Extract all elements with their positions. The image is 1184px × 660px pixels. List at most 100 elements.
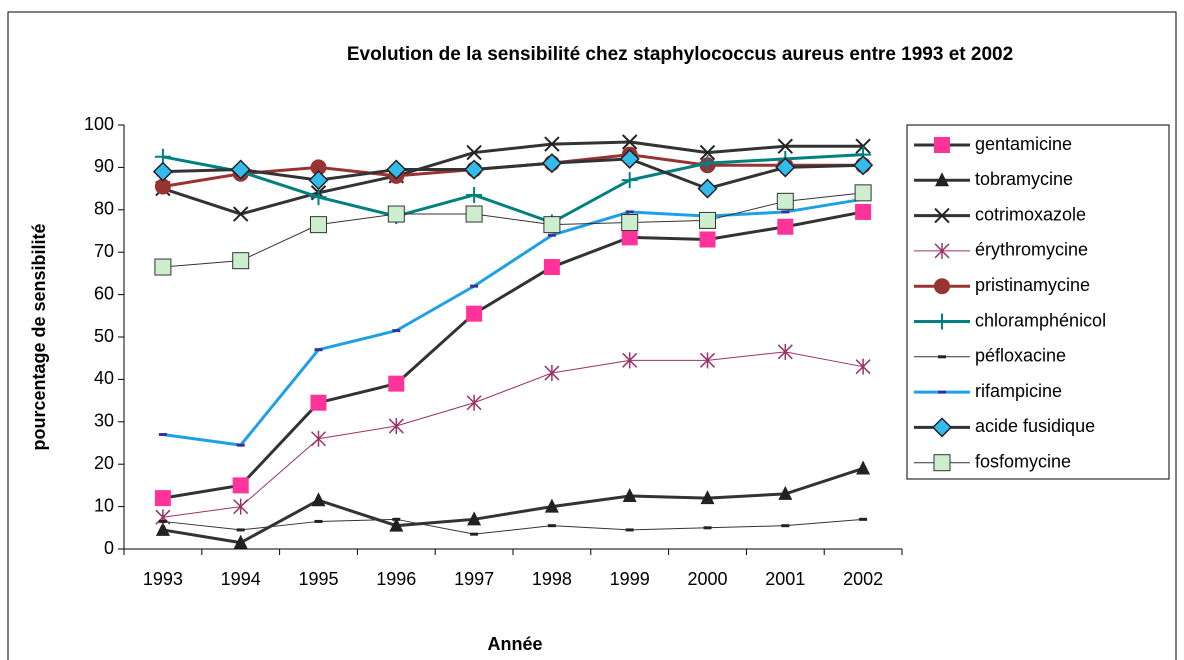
marker [152,161,173,182]
marker [622,488,637,502]
marker [699,231,716,248]
x-tick-label: 1998 [532,569,572,589]
marker [777,138,794,154]
y-tick-label: 10 [94,495,114,515]
chart-title: Evolution de la sensibilité chez staphyl… [347,44,1013,65]
marker [310,189,327,206]
legend-marker [934,137,950,153]
legend-marker [934,278,950,295]
marker [854,184,872,202]
marker [467,511,482,526]
series-line [162,467,864,545]
marker [232,206,249,222]
marker [387,205,405,223]
marker [619,148,640,169]
marker [541,153,562,174]
marker [310,159,327,176]
series-line [162,351,864,518]
legend-marker [935,172,949,187]
marker [853,155,874,176]
legend-label: péfloxacine [975,346,1066,366]
x-tick-label: 1997 [454,569,494,589]
series-line [162,157,864,191]
marker [154,178,171,195]
y-axis-label: pourcentage de sensibilité [29,223,49,450]
marker [699,144,716,161]
legend-marker [933,454,951,472]
marker [311,492,326,507]
marker [700,490,715,505]
x-tick-label: 1994 [221,569,261,589]
marker [465,205,483,223]
marker [699,211,716,229]
marker [154,258,172,276]
marker [466,144,482,161]
legend-label: pristinamycine [975,275,1090,295]
legend-label: érythromycine [975,240,1088,260]
y-tick-label: 100 [84,114,114,134]
legend-label: acide fusidique [975,416,1095,436]
marker [466,394,482,411]
series-line [162,140,864,216]
y-tick-label: 90 [94,156,114,176]
marker [155,521,170,536]
marker [621,172,638,189]
x-axis-label: Année [487,634,542,654]
marker [230,159,251,180]
marker [233,498,249,515]
y-tick-label: 0 [104,538,114,558]
marker [775,157,796,178]
x-tick-label: 1996 [376,569,416,589]
marker [466,186,483,203]
y-tick-label: 30 [94,411,114,431]
legend-label: rifampicine [975,381,1062,401]
x-tick-label: 1995 [298,569,338,589]
marker [154,490,171,507]
y-tick-label: 50 [94,326,114,346]
marker [697,178,718,199]
marker [855,203,872,220]
marker [310,216,327,234]
marker [466,305,483,322]
legend-marker [931,417,953,438]
x-tick-label: 1999 [610,569,650,589]
marker [310,394,327,411]
marker [544,365,560,382]
marker [855,138,871,154]
marker [310,430,327,447]
y-tick-label: 80 [94,199,114,219]
legend-marker [934,242,950,259]
marker [386,159,407,180]
marker [389,517,404,532]
marker [776,192,794,210]
legend-marker [934,207,950,224]
legend-label: cotrimoxazole [975,204,1086,224]
legend-label: chloramphénicol [975,310,1106,330]
marker [544,498,559,513]
legend-label: gentamicine [975,134,1072,154]
marker [232,477,249,494]
series-line [162,518,864,535]
marker [544,136,560,152]
series-line [162,210,864,500]
marker [621,134,638,150]
marker [543,259,560,276]
y-tick-label: 70 [94,241,114,261]
marker [778,485,793,500]
legend-label: tobramycine [975,169,1073,189]
marker [308,170,329,191]
series-line [162,153,864,225]
marker [621,214,639,232]
marker [464,159,485,180]
x-tick-label: 1993 [143,569,183,589]
x-tick-label: 2002 [843,569,883,589]
x-tick-label: 2000 [687,569,727,589]
x-tick-label: 2001 [765,569,805,589]
marker [777,218,794,235]
marker [388,418,404,435]
marker [622,352,638,369]
legend-box [906,124,1170,480]
series-line [162,197,864,447]
legend-marker [934,313,950,330]
